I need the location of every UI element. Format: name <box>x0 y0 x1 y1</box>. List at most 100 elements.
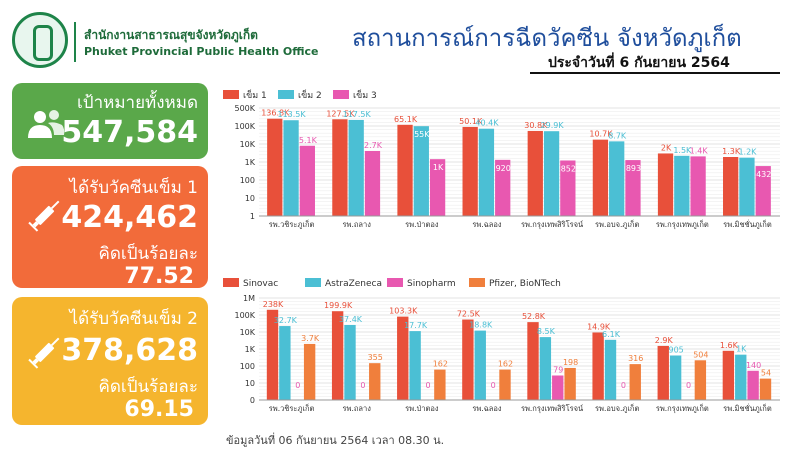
people-icon <box>28 110 65 138</box>
legend-swatch <box>387 278 403 287</box>
bar <box>303 343 316 400</box>
syringe-icon <box>28 337 60 369</box>
bar <box>364 150 381 216</box>
data-label: 504 <box>693 350 708 359</box>
x-tick-label: รพ.ฉลอง <box>472 220 502 229</box>
target-value: 547,584 <box>61 115 198 150</box>
bar <box>429 159 446 216</box>
data-label: 32.7K <box>274 316 298 325</box>
bar <box>332 119 348 216</box>
x-tick-label: รพ.ถลาง <box>343 220 372 229</box>
data-label: 3.7K <box>301 334 320 343</box>
dose1-label: ได้รับวัคซีนเข็ม 1 <box>69 178 198 198</box>
bar <box>674 155 690 216</box>
y-tick-label: 1K <box>245 158 256 167</box>
title-underline <box>530 72 780 74</box>
data-label: 103.3K <box>389 307 418 316</box>
data-label: 30.8K <box>524 121 548 130</box>
x-tick-label: รพ.อบจ.ภูเก็ต <box>595 219 639 229</box>
bar <box>462 319 474 400</box>
bar <box>527 130 543 216</box>
dose1-pct-label: คิดเป็นร้อยละ <box>98 244 199 264</box>
legend-label: AstraZeneca <box>325 279 382 289</box>
data-label: 113.5K <box>277 110 306 119</box>
data-label: 2K <box>661 143 672 152</box>
bar <box>369 363 381 400</box>
data-label: 1.3K <box>722 147 741 156</box>
bar <box>499 369 511 400</box>
bar <box>279 326 291 400</box>
data-label: 1.5K <box>673 146 692 155</box>
data-label: 8.5K <box>537 327 556 336</box>
data-label: 0 <box>295 381 300 390</box>
data-label: 29.9K <box>541 121 565 130</box>
data-label: 238K <box>263 300 284 309</box>
bar <box>552 375 564 400</box>
page-date: ประจำวันที่ 6 กันยายน 2564 <box>548 55 730 71</box>
data-label: 162 <box>498 360 513 369</box>
y-tick-label: 100 <box>240 176 255 185</box>
dose1-pct-value: 77.52 <box>124 264 194 288</box>
bar <box>564 367 576 400</box>
target-label: เป้าหมายทั้งหมด <box>76 93 198 113</box>
bar <box>735 354 747 400</box>
legend-label: เข็ม 3 <box>353 88 377 101</box>
x-tick-label: รพ.ป่าตอง <box>405 220 439 229</box>
bar <box>629 364 641 400</box>
data-label: 198 <box>563 358 578 367</box>
bar <box>462 126 478 216</box>
dose2-pct-value: 69.15 <box>124 397 194 422</box>
data-label: 6.1K <box>602 330 621 339</box>
y-tick-label: 0 <box>250 396 255 405</box>
bar <box>413 126 429 216</box>
data-label: 162 <box>433 360 448 369</box>
data-label: 0 <box>621 381 626 390</box>
y-tick-label: 1K <box>245 345 256 354</box>
bar <box>527 322 539 400</box>
y-tick-label: 1 <box>250 212 255 221</box>
x-tick-label: รพ.อบจ.ภูเก็ต <box>595 403 639 413</box>
data-label: 50.1K <box>459 117 483 126</box>
legend-swatch <box>305 278 321 287</box>
page-title: สถานการณ์การฉีดวัคซีน จังหวัดภูเก็ต <box>352 24 742 52</box>
data-label: 8.7K <box>608 131 627 140</box>
x-tick-label: รพ.ถลาง <box>343 404 372 413</box>
bar <box>592 139 609 216</box>
legend-label: Sinopharm <box>407 279 456 289</box>
legend-swatch <box>333 90 349 99</box>
x-tick-label: รพ.ฉลอง <box>472 404 502 413</box>
data-label: 199.9K <box>324 301 353 310</box>
bar <box>722 350 735 400</box>
bar <box>348 119 364 216</box>
bar <box>331 311 344 400</box>
bar <box>759 378 772 400</box>
bar <box>495 159 511 216</box>
data-label: 905 <box>668 345 683 354</box>
dose2-card: ได้รับวัคซีนเข็ม 2 378,628 คิดเป็นร้อยละ… <box>12 297 208 425</box>
data-label: 2.9K <box>655 336 674 345</box>
x-tick-label: รพ.มิชชั่นภูเก็ต <box>723 403 772 413</box>
bar <box>434 369 446 400</box>
data-label: 852 <box>561 164 576 173</box>
data-label: 920 <box>496 164 511 173</box>
org-name-thai: สำนักงานสาธารณสุขจังหวัดภูเก็ต <box>84 28 258 42</box>
x-tick-label: รพ.กรุงเทพสิริโรจน์ <box>521 220 583 229</box>
data-label: 37.4K <box>339 315 363 324</box>
data-label: 1.2K <box>738 148 757 157</box>
bar <box>539 337 552 400</box>
bar <box>755 166 771 216</box>
bar <box>690 156 706 216</box>
x-tick-label: รพ.มิชชั่นภูเก็ต <box>723 219 772 229</box>
data-label: 72.5K <box>457 310 481 319</box>
legend-swatch <box>223 90 239 99</box>
bar <box>657 345 669 400</box>
syringe-icon <box>28 200 60 232</box>
bar <box>747 370 759 400</box>
data-label: 40.4K <box>475 119 499 128</box>
y-tick-label: 10K <box>240 328 256 337</box>
data-label: 10.7K <box>589 130 613 139</box>
bar <box>657 153 674 216</box>
bar <box>344 324 356 400</box>
bar <box>604 339 617 400</box>
bar <box>478 128 495 216</box>
